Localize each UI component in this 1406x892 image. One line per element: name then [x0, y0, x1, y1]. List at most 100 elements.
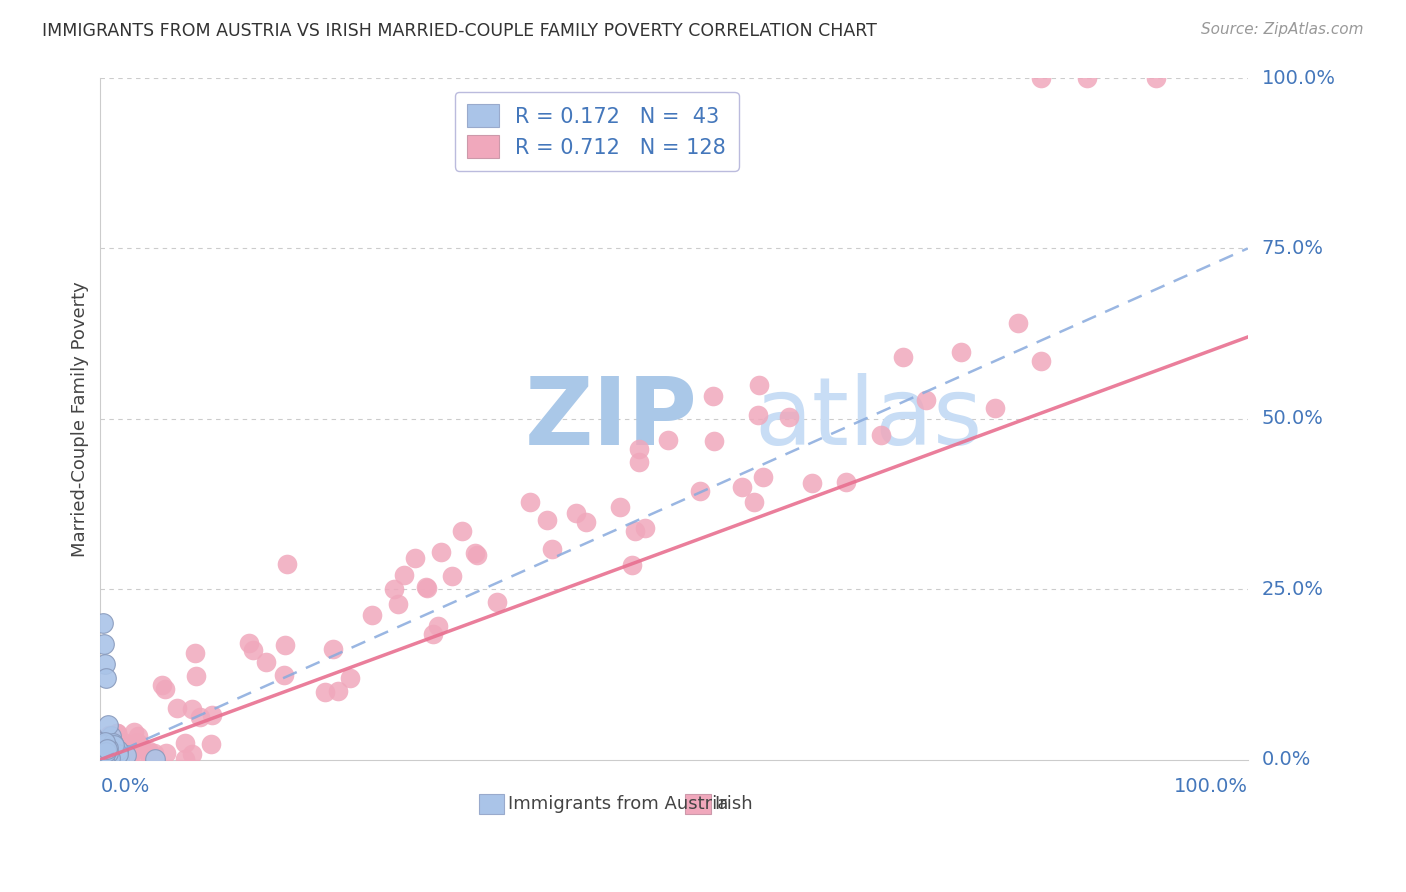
Point — [93, 752, 115, 766]
Point — [485, 595, 508, 609]
Point — [97, 718, 120, 732]
Point — [93, 732, 115, 747]
Text: 50.0%: 50.0% — [1261, 409, 1323, 428]
Point — [702, 389, 724, 403]
Point — [136, 746, 159, 760]
Point — [96, 736, 118, 750]
Point — [440, 569, 463, 583]
Point — [96, 745, 118, 759]
Point — [105, 749, 128, 764]
Legend: R = 0.172   N =  43, R = 0.712   N = 128: R = 0.172 N = 43, R = 0.712 N = 128 — [456, 92, 738, 170]
Point — [174, 752, 197, 766]
Point — [200, 737, 222, 751]
Point — [143, 751, 166, 765]
Point — [752, 469, 775, 483]
Point — [274, 638, 297, 652]
Point — [238, 636, 260, 650]
Point — [326, 684, 349, 698]
Point — [731, 480, 754, 494]
Point — [150, 678, 173, 692]
Point — [90, 752, 112, 766]
FancyBboxPatch shape — [479, 794, 505, 814]
Point — [322, 641, 344, 656]
Point — [128, 748, 150, 763]
Point — [108, 747, 131, 762]
Point — [1031, 354, 1053, 368]
Point — [94, 740, 117, 755]
Point — [94, 745, 117, 759]
Point — [107, 747, 129, 762]
Point — [254, 655, 277, 669]
Point — [536, 513, 558, 527]
Point — [174, 736, 197, 750]
Point — [181, 701, 204, 715]
Point — [621, 558, 644, 573]
Point — [107, 743, 129, 757]
Point — [94, 750, 117, 764]
Point — [627, 455, 650, 469]
Point — [97, 744, 120, 758]
Point — [893, 350, 915, 364]
Point — [242, 643, 264, 657]
Point — [90, 747, 112, 762]
Point — [703, 434, 725, 448]
Point — [94, 735, 117, 749]
Point — [107, 752, 129, 766]
Text: Source: ZipAtlas.com: Source: ZipAtlas.com — [1201, 22, 1364, 37]
Point — [184, 669, 207, 683]
Point — [100, 734, 122, 748]
Point — [387, 597, 409, 611]
Point — [97, 740, 120, 755]
Point — [1144, 70, 1167, 85]
Point — [657, 433, 679, 447]
Point — [627, 442, 650, 457]
Text: Immigrants from Austria: Immigrants from Austria — [508, 795, 728, 813]
Point — [800, 475, 823, 490]
Point — [155, 746, 177, 760]
Text: 100.0%: 100.0% — [1261, 69, 1336, 87]
Point — [415, 580, 437, 594]
Point — [93, 637, 115, 651]
Text: atlas: atlas — [755, 373, 983, 465]
Point — [949, 345, 972, 359]
Point — [118, 748, 141, 763]
Point — [91, 752, 114, 766]
Text: 0.0%: 0.0% — [1261, 750, 1310, 769]
Point — [541, 542, 564, 557]
Point — [127, 739, 149, 753]
Point — [97, 739, 120, 753]
Point — [93, 747, 115, 761]
Point — [778, 410, 800, 425]
Point — [689, 484, 711, 499]
Point — [105, 751, 128, 765]
Point — [93, 745, 115, 759]
Point — [91, 739, 114, 753]
Point — [114, 751, 136, 765]
Point — [108, 741, 131, 756]
Point — [392, 567, 415, 582]
Point — [98, 752, 121, 766]
Point — [112, 738, 135, 752]
Point — [100, 729, 122, 743]
Point — [869, 428, 891, 442]
Point — [1007, 316, 1029, 330]
Point — [93, 741, 115, 756]
Point — [105, 749, 128, 764]
Point — [131, 741, 153, 756]
Point — [104, 747, 127, 761]
Point — [107, 744, 129, 758]
Point — [984, 401, 1007, 415]
Text: 0.0%: 0.0% — [100, 777, 149, 796]
Point — [98, 749, 121, 764]
Point — [575, 516, 598, 530]
Point — [96, 750, 118, 764]
Point — [114, 749, 136, 764]
Point — [127, 729, 149, 743]
Point — [107, 751, 129, 765]
Point — [111, 735, 134, 749]
Point — [96, 745, 118, 759]
Point — [97, 739, 120, 754]
Point — [915, 393, 938, 408]
Point — [633, 521, 655, 535]
Point — [98, 747, 121, 761]
